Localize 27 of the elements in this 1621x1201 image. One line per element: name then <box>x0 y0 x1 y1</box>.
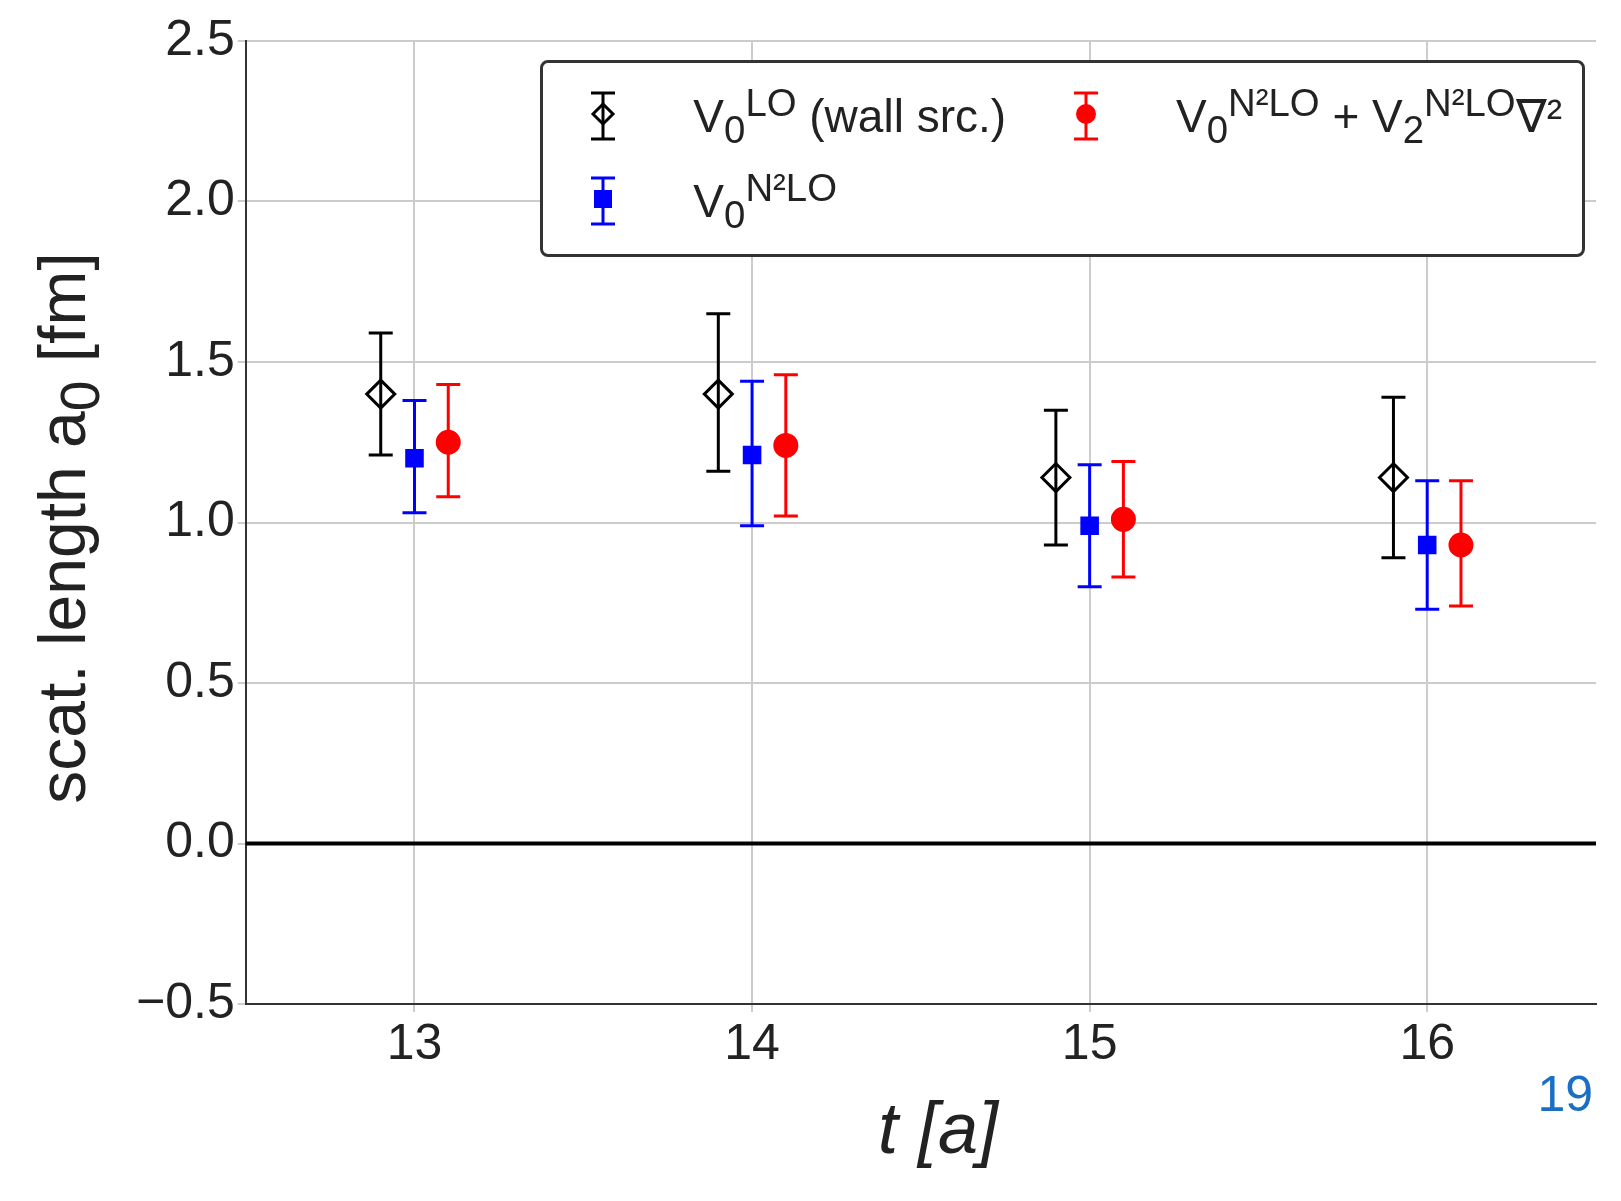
y-tick-label: 1.0 <box>165 491 235 548</box>
y-tick-label: 0.5 <box>165 651 235 708</box>
x-axis-title: t [a] <box>877 1087 999 1169</box>
legend-label: V$_{0}$$^{N²LO}$ + V$_{2}$$^{N²LO}$∇² <box>1176 81 1562 152</box>
point <box>1417 535 1437 555</box>
point <box>702 378 734 410</box>
point <box>405 449 424 468</box>
point <box>435 429 461 455</box>
legend-label: V$_{0}$$^{LO}$ (wall src.) <box>693 81 1007 152</box>
y-tick-label: 2.0 <box>165 170 235 227</box>
text: 19 <box>1537 1065 1593 1123</box>
point <box>365 378 397 410</box>
point <box>1040 462 1072 494</box>
y-tick-label: −0.5 <box>135 972 235 1029</box>
point <box>742 445 762 465</box>
point <box>773 432 799 458</box>
x-tick-label: 15 <box>1061 1013 1118 1070</box>
x-tick-label: 16 <box>1399 1013 1456 1070</box>
y-tick-label: 1.5 <box>165 330 235 387</box>
x-tick-label: 13 <box>386 1013 443 1070</box>
point <box>1448 532 1474 558</box>
x-tick-label: 14 <box>724 1013 780 1070</box>
point <box>1110 506 1136 532</box>
point <box>1377 462 1409 494</box>
y-tick-label: 0.0 <box>165 812 235 869</box>
y-tick-label: 2.5 <box>165 9 235 66</box>
point <box>1080 516 1099 535</box>
